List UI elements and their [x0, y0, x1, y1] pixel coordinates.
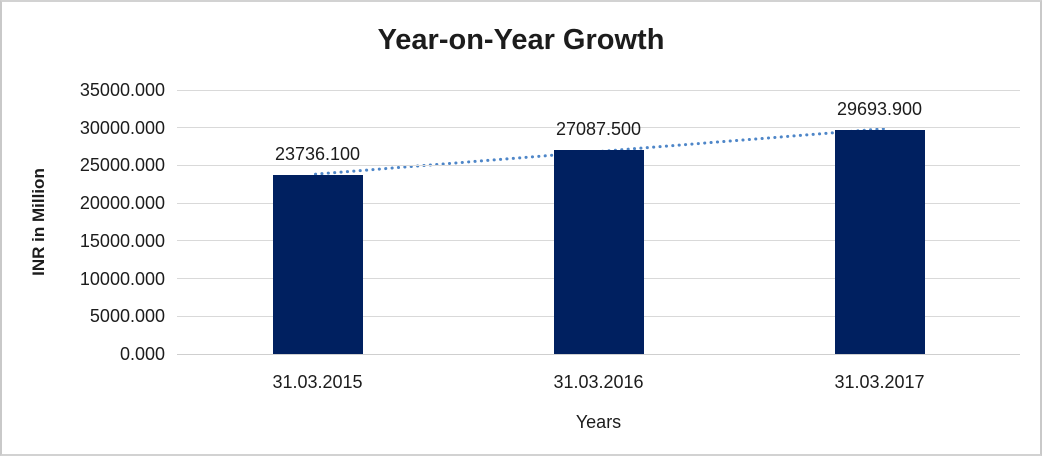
y-tick-label: 30000.000 — [79, 117, 165, 138]
x-tick-label: 31.03.2017 — [834, 372, 925, 392]
bar-value-label: 23736.100 — [274, 143, 361, 164]
bar — [553, 149, 644, 354]
x-tick-label: 31.03.2015 — [272, 372, 363, 392]
y-tick-label: 10000.000 — [79, 268, 165, 289]
chart-title: Year-on-Year Growth — [377, 24, 665, 56]
y-tick-label: 0.000 — [119, 344, 165, 364]
x-tick-label: 31.03.2016 — [553, 372, 644, 392]
y-tick-label: 5000.000 — [89, 306, 165, 327]
y-tick-label: 25000.000 — [79, 155, 165, 176]
bar — [834, 130, 925, 354]
y-tick-label: 15000.000 — [79, 230, 165, 251]
gridline — [177, 89, 1020, 91]
bar — [272, 174, 363, 354]
bar-value-label: 27087.500 — [555, 118, 642, 139]
x-axis-title: Years — [575, 412, 622, 432]
gridline — [177, 127, 1020, 129]
y-tick-label: 20000.000 — [79, 193, 165, 214]
y-axis-title: INR in Million — [29, 168, 48, 276]
x-axis-line — [177, 353, 1020, 355]
bar-value-label: 29693.900 — [836, 99, 923, 120]
y-tick-label: 35000.000 — [79, 80, 165, 100]
